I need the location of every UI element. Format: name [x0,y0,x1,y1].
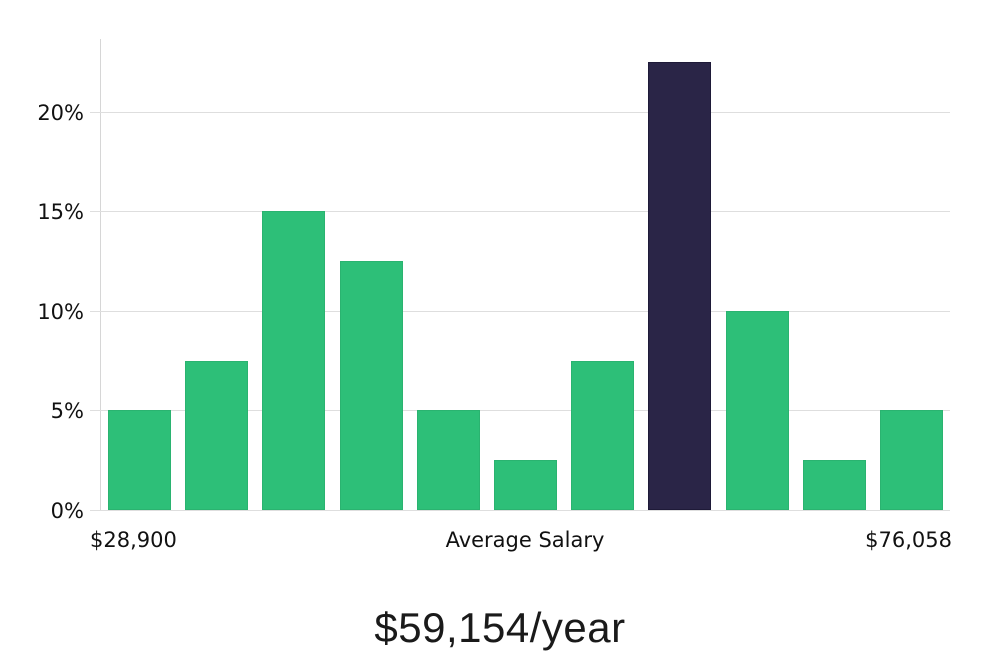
highlighted-bar [648,61,712,510]
y-axis-line [100,39,101,511]
average-salary-caption: $59,154/year [374,604,626,651]
x-axis-min-salary-label: $28,900 [90,528,177,552]
y-tick-label-10%: 10% [37,299,84,324]
bar [108,410,171,510]
y-tick-label-15%: 15% [37,200,84,225]
bar [185,360,249,510]
y-tick-label-20%: 20% [37,100,84,125]
y-tick-label-0%: 0% [50,499,84,523]
y-tick-label-5%: 5% [50,399,84,424]
bar [802,460,866,510]
bar [494,460,557,510]
bar [725,310,789,510]
bar [416,410,480,510]
gridline-15% [90,211,950,213]
bar [262,211,326,510]
x-axis-average-salary-label: Average Salary [445,528,605,552]
bar [571,360,635,510]
bar [339,261,403,510]
plot-area: 0% 5% 10% 15% 20% [37,39,950,523]
gridline-20% [90,111,950,113]
bar [880,410,943,510]
x-axis-max-salary-label: $76,058 [865,528,952,552]
x-axis-labels: $28,900 Average Salary $76,058 [90,528,952,558]
gridline-10% [90,310,950,312]
gridline-5% [90,410,950,412]
gridline-0% [90,510,950,511]
